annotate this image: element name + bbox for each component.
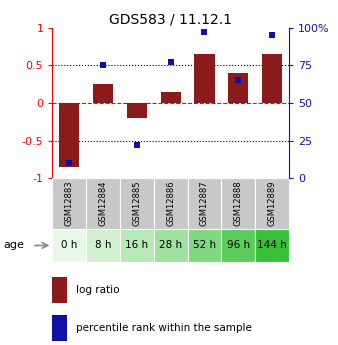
Bar xyxy=(228,73,248,103)
Bar xyxy=(52,178,86,229)
Bar xyxy=(127,103,147,118)
Bar xyxy=(255,178,289,229)
Text: GSM12883: GSM12883 xyxy=(65,181,74,226)
Text: percentile rank within the sample: percentile rank within the sample xyxy=(76,323,252,333)
Text: GSM12885: GSM12885 xyxy=(132,181,141,226)
Bar xyxy=(120,178,154,229)
Text: GSM12887: GSM12887 xyxy=(200,181,209,226)
Bar xyxy=(188,229,221,262)
Bar xyxy=(221,229,255,262)
Bar xyxy=(154,229,188,262)
Text: GSM12888: GSM12888 xyxy=(234,181,243,226)
Text: GSM12884: GSM12884 xyxy=(99,181,107,226)
Bar xyxy=(59,103,79,167)
Text: 96 h: 96 h xyxy=(227,240,250,250)
Text: GSM12886: GSM12886 xyxy=(166,181,175,226)
Text: 144 h: 144 h xyxy=(257,240,287,250)
Bar xyxy=(93,84,113,103)
Bar xyxy=(194,54,215,103)
Text: 0 h: 0 h xyxy=(61,240,77,250)
Bar xyxy=(221,178,255,229)
Text: 16 h: 16 h xyxy=(125,240,148,250)
Text: log ratio: log ratio xyxy=(76,285,120,295)
Bar xyxy=(262,54,282,103)
Bar xyxy=(52,229,86,262)
Title: GDS583 / 11.12.1: GDS583 / 11.12.1 xyxy=(109,12,232,27)
Text: age: age xyxy=(3,240,24,250)
Bar xyxy=(120,229,154,262)
Text: GSM12889: GSM12889 xyxy=(268,181,276,226)
Bar xyxy=(52,315,67,341)
Bar xyxy=(154,178,188,229)
Bar xyxy=(188,178,221,229)
Bar xyxy=(255,229,289,262)
Bar xyxy=(161,92,181,103)
Bar xyxy=(86,229,120,262)
Text: 8 h: 8 h xyxy=(95,240,111,250)
Bar xyxy=(86,178,120,229)
Bar xyxy=(52,277,67,303)
Text: 52 h: 52 h xyxy=(193,240,216,250)
Text: 28 h: 28 h xyxy=(159,240,182,250)
